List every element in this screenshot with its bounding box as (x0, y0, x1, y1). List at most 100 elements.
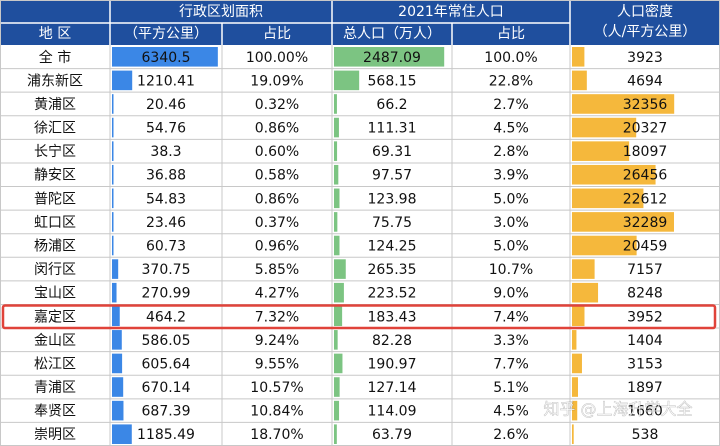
data-bar (112, 377, 124, 397)
header-cell: 占比 (497, 26, 525, 42)
table-cell: 崇明区 (34, 427, 76, 443)
table-cell: 22612 (623, 191, 668, 207)
table-cell: 0.86% (255, 191, 299, 207)
data-bar (112, 400, 124, 421)
table-cell: 0.32% (255, 97, 299, 113)
data-bar (572, 235, 637, 256)
data-bar (572, 330, 577, 350)
table-cell: 1404 (627, 333, 663, 349)
data-bar (334, 306, 343, 327)
data-bar (112, 235, 114, 256)
table-cell: 4.5% (493, 121, 529, 137)
table-cell: 0.58% (255, 168, 299, 184)
table-cell: 7157 (627, 262, 663, 278)
table-cell: 长宁区 (34, 143, 76, 160)
table-cell: 5.0% (493, 239, 529, 255)
data-bar (572, 94, 675, 114)
data-bar (572, 141, 630, 161)
table-cell: 18097 (623, 144, 668, 160)
table-cell: 3952 (627, 309, 663, 325)
table-cell: 54.83 (146, 191, 186, 207)
table-cell: 1897 (627, 380, 663, 396)
data-bar (334, 117, 339, 138)
table-cell: 9.0% (493, 286, 529, 302)
header-cell: 人口密度 （人/平方公里） (594, 3, 697, 40)
table-cell: 徐汇区 (34, 121, 76, 137)
table-cell: 66.2 (376, 97, 407, 113)
data-bar (112, 212, 114, 232)
table-cell: 5.85% (255, 262, 299, 278)
table-cell: 10.57% (250, 380, 303, 396)
data-bar (112, 282, 117, 303)
data-bar (572, 306, 585, 327)
header-line: 人口密度 (617, 3, 673, 20)
data-bar (112, 259, 119, 279)
table-cell: 114.09 (368, 404, 417, 420)
table-cell: 松江区 (34, 356, 76, 372)
data-bar (572, 259, 595, 279)
table-cell: 270.99 (142, 286, 191, 302)
table-cell: 青浦区 (34, 380, 76, 396)
table-cell: 4.27% (255, 286, 299, 302)
table-cell: 370.75 (142, 262, 191, 278)
table-cell: 10.84% (250, 404, 303, 420)
table-cell: 22.8% (489, 73, 533, 89)
table-cell: 63.79 (372, 427, 412, 443)
header-cell: 占比 (263, 26, 291, 42)
table-cell: 6340.5 (142, 50, 191, 66)
table-cell: 奉贤区 (34, 404, 76, 420)
table-cell: 38.3 (150, 144, 181, 160)
table-cell: 全 市 (39, 49, 71, 66)
data-bar (334, 400, 340, 421)
table-cell: 670.14 (142, 380, 191, 396)
table-cell: 586.05 (142, 333, 191, 349)
data-bar (572, 282, 599, 303)
table-cell: 82.28 (372, 333, 412, 349)
table-cell: 18.70% (250, 427, 303, 443)
header-cell: 行政区划面积 (179, 4, 263, 20)
table-cell: 杨浦区 (34, 239, 76, 255)
table-cell: 9.24% (255, 333, 299, 349)
table-cell: 0.86% (255, 121, 299, 137)
data-bar (572, 188, 644, 209)
table-cell: 36.88 (146, 168, 186, 184)
table-cell: 闵行区 (34, 262, 76, 278)
data-bar (334, 282, 344, 303)
data-bar (112, 424, 132, 444)
row-highlight (1, 304, 717, 330)
table-cell: 嘉定区 (34, 309, 76, 325)
data-bar (334, 47, 445, 67)
data-bar (572, 164, 656, 185)
table-cell: 宝山区 (34, 286, 76, 302)
data-bar (334, 94, 337, 114)
table-cell: 9.55% (255, 356, 299, 372)
data-bar (334, 188, 340, 209)
table-cell: 5.0% (493, 191, 529, 207)
table-cell: 605.64 (142, 356, 191, 372)
data-bar (334, 353, 343, 374)
data-bar (112, 188, 114, 209)
table-cell: 4.5% (493, 404, 529, 420)
table-cell: 124.25 (368, 239, 417, 255)
table-cell: 3.0% (493, 215, 529, 231)
table-cell: 2.7% (493, 97, 529, 113)
table-cell: 3923 (627, 50, 663, 66)
data-bar (334, 141, 338, 161)
table-cell: 0.37% (255, 215, 299, 231)
data-bar (112, 353, 123, 374)
data-bar (334, 212, 338, 232)
table-cell: 3.9% (493, 168, 529, 184)
table-cell: 69.31 (372, 144, 412, 160)
table-cell: 黄浦区 (34, 96, 76, 113)
header-cell: （平方公里） (124, 26, 208, 42)
table-cell: 7.7% (493, 356, 529, 372)
header-cell: 总人口（万人） (343, 26, 441, 42)
header-cell: 2021年常住人口 (398, 4, 504, 20)
table-cell: 0.60% (255, 144, 299, 160)
table-cell: 568.15 (368, 73, 417, 89)
table-cell: 32289 (623, 215, 668, 231)
data-bar (334, 424, 337, 444)
table-cell: 464.2 (146, 309, 186, 325)
table-cell: 3153 (627, 356, 663, 372)
table-cell: 190.97 (368, 356, 417, 372)
